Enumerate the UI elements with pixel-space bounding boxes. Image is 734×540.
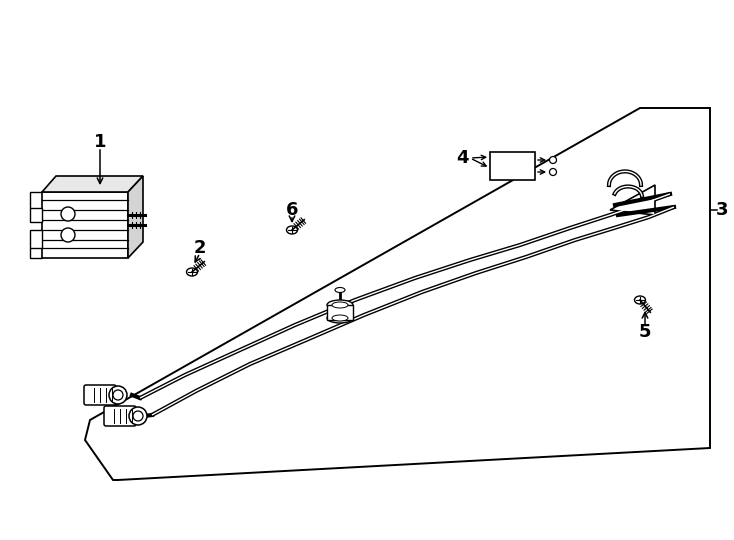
Circle shape xyxy=(61,207,75,221)
Ellipse shape xyxy=(327,313,353,323)
Circle shape xyxy=(61,228,75,242)
Text: 6: 6 xyxy=(286,201,298,219)
Circle shape xyxy=(113,390,123,400)
Polygon shape xyxy=(85,108,710,480)
Circle shape xyxy=(550,168,556,176)
Polygon shape xyxy=(42,192,128,258)
Text: 1: 1 xyxy=(94,133,106,151)
Circle shape xyxy=(133,411,143,421)
Circle shape xyxy=(550,157,556,164)
Polygon shape xyxy=(30,230,42,248)
Bar xyxy=(490,152,535,180)
Ellipse shape xyxy=(186,268,197,276)
Circle shape xyxy=(129,407,147,425)
Text: 2: 2 xyxy=(194,239,206,257)
Polygon shape xyxy=(128,176,143,258)
Ellipse shape xyxy=(327,300,353,310)
Circle shape xyxy=(109,386,127,404)
Polygon shape xyxy=(610,185,655,215)
Bar xyxy=(327,305,353,320)
Text: 5: 5 xyxy=(639,323,651,341)
Ellipse shape xyxy=(634,296,645,304)
Polygon shape xyxy=(30,208,42,222)
Polygon shape xyxy=(42,176,143,192)
Ellipse shape xyxy=(332,302,348,308)
Ellipse shape xyxy=(286,226,297,234)
Text: 4: 4 xyxy=(456,149,468,167)
FancyBboxPatch shape xyxy=(104,406,136,426)
Ellipse shape xyxy=(335,287,345,293)
Ellipse shape xyxy=(332,315,348,321)
FancyBboxPatch shape xyxy=(84,385,116,405)
Text: 3: 3 xyxy=(716,201,728,219)
